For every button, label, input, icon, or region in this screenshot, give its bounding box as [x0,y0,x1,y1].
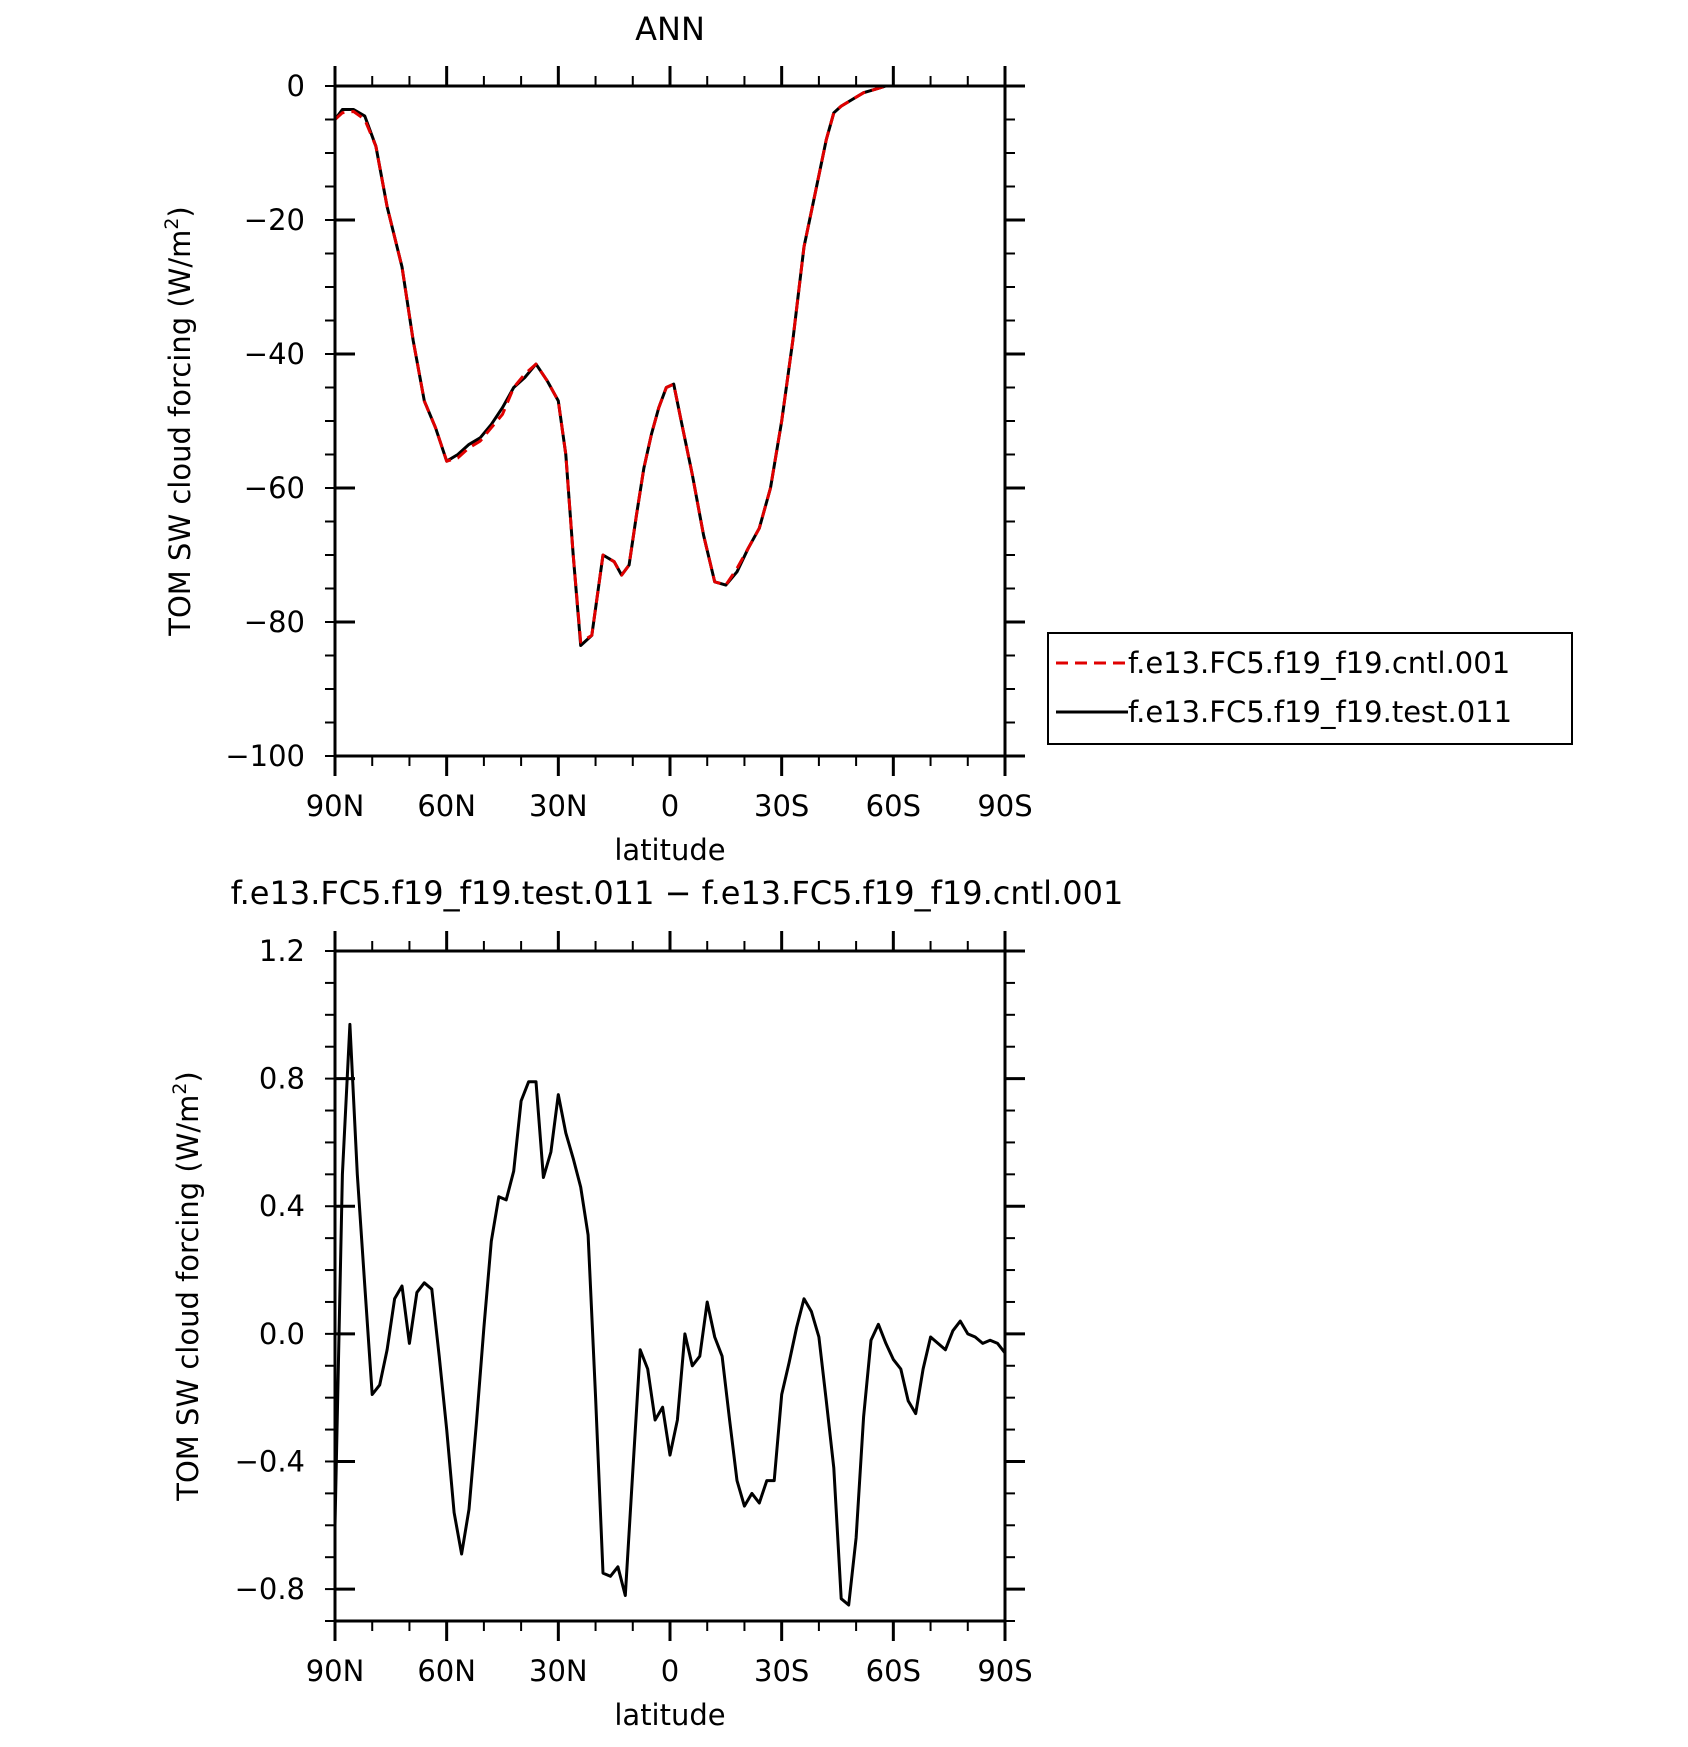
bottom-y-axis: 1.2 0.8 0.4 0.0 −0.4 −0.8 TOM SW cloud f… [169,934,1025,1606]
x-tick-label: 30S [754,1654,809,1688]
top-plot-frame [333,84,1007,758]
y-tick-label: 1.2 [259,934,305,968]
x-tick-label: 90S [977,1654,1032,1688]
y-axis-label: TOM SW cloud forcing (W/m2) [169,1071,205,1502]
legend-box [1047,632,1573,745]
x-tick-label: 90N [306,789,365,823]
top-title: ANN [635,10,705,48]
x-tick-label: 60N [417,789,476,823]
series-line-f-e13-fc5-f19-f19-test-011 [333,84,1005,647]
bottom-series-layer [333,1022,1007,1607]
x-tick-label: 60N [417,1654,476,1688]
top-series-layer [333,84,1005,647]
series-line-difference [333,1022,1007,1607]
y-axis-label-sup: 2 [161,218,183,230]
x-tick-label: 0 [661,789,679,823]
x-tick-label: 30N [529,789,588,823]
bottom-panel: f.e13.FC5.f19_f19.test.011 − f.e13.FC5.f… [169,874,1123,1732]
top-x-axis: 90N 60N 30N 0 30S 60S 90S latitude [306,66,1033,867]
x-tick-label: 90N [306,1654,365,1688]
bottom-x-axis: 90N 60N 30N 0 30S 60S 90S latitude [306,931,1033,1732]
x-tick-label: 60S [866,1654,921,1688]
bottom-title: f.e13.FC5.f19_f19.test.011 − f.e13.FC5.f… [231,874,1124,912]
y-tick-label: −100 [225,739,305,773]
x-axis-label: latitude [614,833,725,867]
y-axis-label-main: TOM SW cloud forcing (W/m [171,1095,205,1502]
y-tick-label: 0.8 [259,1062,305,1096]
y-tick-label: −40 [244,337,305,371]
y-tick-label: −0.8 [235,1572,305,1606]
x-tick-label: 90S [977,789,1032,823]
legend-label-test: f.e13.FC5.f19_f19.test.011 [1128,695,1512,729]
y-axis-label-close: ) [163,206,197,217]
legend-label-cntl: f.e13.FC5.f19_f19.cntl.001 [1128,646,1510,680]
series-line-f-e13-fc5-f19-f19-cntl-001 [333,84,1005,644]
x-tick-label: 30S [754,789,809,823]
x-tick-label: 0 [661,1654,679,1688]
y-tick-label: −0.4 [235,1444,305,1478]
y-tick-label: −60 [244,471,305,505]
top-panel: ANN 0 −20 −40 −60 −80 −100 TOM SW cloud … [161,10,1573,867]
x-axis-label: latitude [614,1698,725,1732]
y-axis-label: TOM SW cloud forcing (W/m2) [161,206,197,637]
y-tick-label: 0.4 [259,1189,305,1223]
top-minor-ticks [325,76,1015,766]
y-axis-label-close: ) [171,1071,205,1082]
y-tick-label: −20 [244,203,305,237]
legend: f.e13.FC5.f19_f19.cntl.001 f.e13.FC5.f19… [1047,632,1573,745]
x-tick-label: 60S [866,789,921,823]
y-tick-label: −80 [244,605,305,639]
y-axis-label-sup: 2 [169,1083,191,1095]
y-tick-label: 0 [287,69,305,103]
y-axis-label-main: TOM SW cloud forcing (W/m [163,230,197,637]
bottom-plot-frame [333,949,1007,1623]
top-y-axis: 0 −20 −40 −60 −80 −100 TOM SW cloud forc… [161,69,1025,773]
x-tick-label: 30N [529,1654,588,1688]
y-tick-label: 0.0 [259,1317,305,1351]
